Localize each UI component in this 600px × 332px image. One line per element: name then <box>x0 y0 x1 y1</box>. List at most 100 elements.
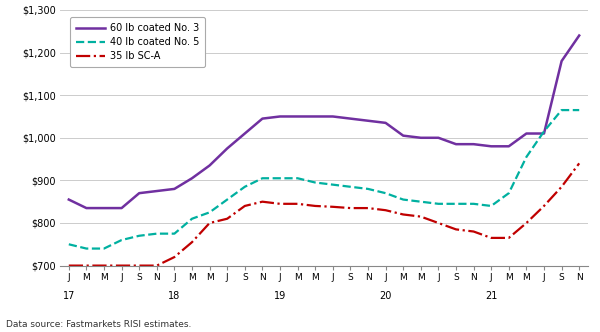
40 lb coated No. 5 <box>241 185 248 189</box>
40 lb coated No. 5 <box>188 217 196 221</box>
35 lb SC-A <box>329 205 337 209</box>
40 lb coated No. 5 <box>382 191 389 195</box>
60 lb coated No. 3 <box>452 142 460 146</box>
35 lb SC-A <box>452 227 460 231</box>
40 lb coated No. 5 <box>417 200 424 204</box>
35 lb SC-A <box>400 212 407 216</box>
60 lb coated No. 3 <box>364 119 371 123</box>
40 lb coated No. 5 <box>100 247 107 251</box>
35 lb SC-A <box>505 236 512 240</box>
60 lb coated No. 3 <box>153 189 160 193</box>
40 lb coated No. 5 <box>452 202 460 206</box>
60 lb coated No. 3 <box>470 142 477 146</box>
40 lb coated No. 5 <box>294 176 301 180</box>
40 lb coated No. 5 <box>83 247 90 251</box>
60 lb coated No. 3 <box>65 198 73 202</box>
60 lb coated No. 3 <box>118 206 125 210</box>
40 lb coated No. 5 <box>400 198 407 202</box>
40 lb coated No. 5 <box>505 191 512 195</box>
35 lb SC-A <box>188 240 196 244</box>
35 lb SC-A <box>347 206 354 210</box>
40 lb coated No. 5 <box>488 204 495 208</box>
35 lb SC-A <box>488 236 495 240</box>
35 lb SC-A <box>136 264 143 268</box>
Line: 60 lb coated No. 3: 60 lb coated No. 3 <box>69 36 579 208</box>
35 lb SC-A <box>259 200 266 204</box>
35 lb SC-A <box>224 217 231 221</box>
60 lb coated No. 3 <box>329 115 337 119</box>
40 lb coated No. 5 <box>558 108 565 112</box>
40 lb coated No. 5 <box>364 187 371 191</box>
35 lb SC-A <box>541 204 548 208</box>
40 lb coated No. 5 <box>206 210 213 214</box>
35 lb SC-A <box>171 255 178 259</box>
60 lb coated No. 3 <box>382 121 389 125</box>
60 lb coated No. 3 <box>400 134 407 138</box>
60 lb coated No. 3 <box>241 131 248 135</box>
60 lb coated No. 3 <box>224 146 231 150</box>
35 lb SC-A <box>118 264 125 268</box>
40 lb coated No. 5 <box>541 129 548 133</box>
Line: 35 lb SC-A: 35 lb SC-A <box>69 163 579 266</box>
60 lb coated No. 3 <box>83 206 90 210</box>
35 lb SC-A <box>153 264 160 268</box>
60 lb coated No. 3 <box>417 136 424 140</box>
35 lb SC-A <box>417 214 424 218</box>
60 lb coated No. 3 <box>523 131 530 135</box>
35 lb SC-A <box>470 229 477 233</box>
35 lb SC-A <box>382 208 389 212</box>
Text: 20: 20 <box>379 290 392 300</box>
Text: 21: 21 <box>485 290 497 300</box>
60 lb coated No. 3 <box>136 191 143 195</box>
40 lb coated No. 5 <box>259 176 266 180</box>
60 lb coated No. 3 <box>188 176 196 180</box>
40 lb coated No. 5 <box>153 232 160 236</box>
60 lb coated No. 3 <box>171 187 178 191</box>
40 lb coated No. 5 <box>277 176 284 180</box>
60 lb coated No. 3 <box>541 131 548 135</box>
40 lb coated No. 5 <box>575 108 583 112</box>
35 lb SC-A <box>277 202 284 206</box>
35 lb SC-A <box>83 264 90 268</box>
35 lb SC-A <box>241 204 248 208</box>
Text: Data source: Fastmarkets RISI estimates.: Data source: Fastmarkets RISI estimates. <box>6 320 191 329</box>
60 lb coated No. 3 <box>488 144 495 148</box>
60 lb coated No. 3 <box>435 136 442 140</box>
35 lb SC-A <box>65 264 73 268</box>
60 lb coated No. 3 <box>558 59 565 63</box>
60 lb coated No. 3 <box>100 206 107 210</box>
40 lb coated No. 5 <box>171 232 178 236</box>
Legend: 60 lb coated No. 3, 40 lb coated No. 5, 35 lb SC-A: 60 lb coated No. 3, 40 lb coated No. 5, … <box>70 17 205 67</box>
40 lb coated No. 5 <box>311 181 319 185</box>
40 lb coated No. 5 <box>224 198 231 202</box>
40 lb coated No. 5 <box>435 202 442 206</box>
40 lb coated No. 5 <box>118 238 125 242</box>
35 lb SC-A <box>294 202 301 206</box>
60 lb coated No. 3 <box>505 144 512 148</box>
40 lb coated No. 5 <box>65 242 73 246</box>
35 lb SC-A <box>558 185 565 189</box>
35 lb SC-A <box>100 264 107 268</box>
60 lb coated No. 3 <box>277 115 284 119</box>
35 lb SC-A <box>523 221 530 225</box>
Line: 40 lb coated No. 5: 40 lb coated No. 5 <box>69 110 579 249</box>
40 lb coated No. 5 <box>347 185 354 189</box>
40 lb coated No. 5 <box>329 183 337 187</box>
35 lb SC-A <box>311 204 319 208</box>
Text: 19: 19 <box>274 290 286 300</box>
60 lb coated No. 3 <box>347 117 354 121</box>
60 lb coated No. 3 <box>575 34 583 38</box>
60 lb coated No. 3 <box>294 115 301 119</box>
35 lb SC-A <box>575 161 583 165</box>
Text: 18: 18 <box>168 290 181 300</box>
40 lb coated No. 5 <box>470 202 477 206</box>
60 lb coated No. 3 <box>206 163 213 167</box>
35 lb SC-A <box>206 221 213 225</box>
60 lb coated No. 3 <box>311 115 319 119</box>
40 lb coated No. 5 <box>523 155 530 159</box>
40 lb coated No. 5 <box>136 234 143 238</box>
60 lb coated No. 3 <box>259 117 266 121</box>
35 lb SC-A <box>364 206 371 210</box>
35 lb SC-A <box>435 221 442 225</box>
Text: 17: 17 <box>62 290 75 300</box>
